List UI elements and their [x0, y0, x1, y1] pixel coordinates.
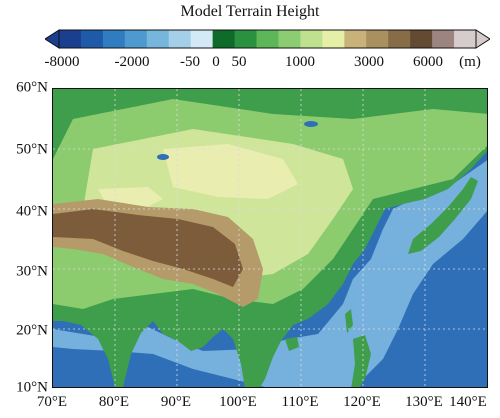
colorbar-segment — [278, 30, 301, 48]
latitude-label: 20°N — [16, 322, 48, 339]
colorbar-extend-min — [45, 29, 60, 49]
colorbar-segment — [388, 30, 411, 48]
colorbar-segment — [146, 30, 170, 48]
colorbar-tick-label: 50 — [231, 54, 247, 70]
colorbar-segment — [190, 30, 214, 48]
colorbar-segment — [102, 30, 126, 48]
longitude-label: 110°E — [281, 394, 319, 410]
colorbar-tick-label: 1000 — [285, 54, 315, 70]
longitude-label: 80°E — [98, 394, 130, 410]
colorbar-extend-max — [475, 29, 490, 49]
plateau-core — [53, 209, 243, 287]
colorbar-segment — [80, 30, 104, 48]
colorbar-segment — [168, 30, 192, 48]
colorbar-segment — [366, 30, 389, 48]
shelf — [53, 160, 487, 387]
island-hainan — [285, 337, 299, 351]
island-taiwan — [345, 309, 353, 333]
colorbar-tick-label: -8000 — [44, 54, 80, 70]
latitude-label: 30°N — [16, 263, 48, 280]
latitude-label: 50°N — [16, 141, 48, 158]
graticule — [53, 89, 487, 387]
colorbar-segment — [344, 30, 367, 48]
lake — [157, 154, 169, 160]
colorbar-tick-label: 0 — [212, 54, 220, 70]
island-luzon — [351, 335, 371, 387]
latitude-label: 10°N — [16, 379, 48, 396]
lake — [304, 121, 318, 127]
colorbar-segment — [322, 30, 345, 48]
longitude-label: 130°E — [405, 394, 443, 410]
latitude-label: 60°N — [16, 79, 48, 96]
colorbar-tick-label: 6000 — [413, 54, 443, 70]
longitude-label: 120°E — [343, 394, 381, 410]
colorbar-segment — [256, 30, 279, 48]
colorbar-title: Model Terrain Height — [180, 3, 320, 20]
terrain-map — [52, 88, 488, 388]
colorbar — [45, 29, 490, 49]
colorbar-segment — [234, 30, 258, 48]
colorbar-segment — [124, 30, 148, 48]
longitude-label: 100°E — [219, 394, 257, 410]
terrain-map-graphic — [53, 89, 487, 387]
colorbar-tick-label: -50 — [180, 54, 200, 70]
colorbar-frame — [58, 29, 477, 49]
colorbar-segment — [432, 30, 455, 48]
desert-basin — [163, 144, 298, 199]
longitude-label: 70°E — [36, 394, 68, 410]
colorbar-tick-label: 3000 — [354, 54, 384, 70]
colorbar-tick-label: -2000 — [114, 54, 150, 70]
colorbar-segment — [410, 30, 433, 48]
colorbar-segment — [59, 30, 82, 48]
longitude-label: 90°E — [160, 394, 192, 410]
island-japan — [408, 177, 478, 254]
colorbar-segment — [212, 30, 236, 48]
colorbar-segment — [454, 30, 477, 48]
colorbar-unit: (m) — [459, 54, 481, 70]
longitude-label: 140°E — [449, 394, 487, 410]
colorbar-segment — [300, 30, 323, 48]
latitude-label: 40°N — [16, 203, 48, 220]
